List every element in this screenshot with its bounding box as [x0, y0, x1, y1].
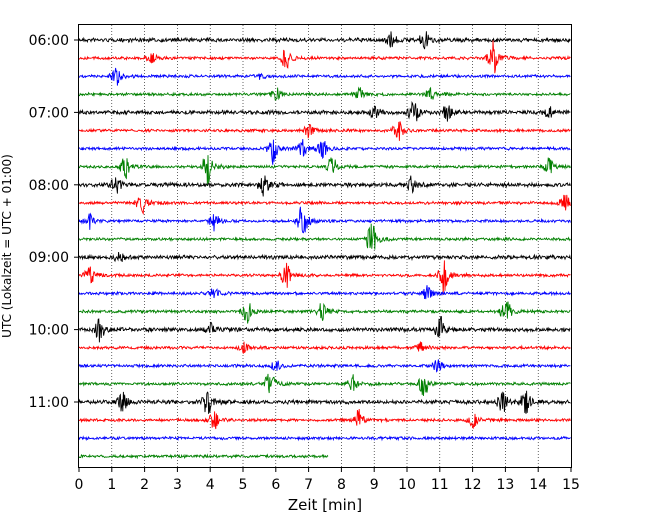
x-tick-label: 10 [398, 477, 416, 493]
trace-line [78, 67, 571, 86]
y-tick-label: 06:00 [29, 33, 69, 49]
trace-line [78, 435, 571, 442]
trace-line [78, 251, 571, 263]
x-tick-label: 6 [271, 477, 280, 493]
x-tick-label: 5 [239, 477, 248, 493]
trace-line [78, 40, 571, 74]
y-tick-label: 10:00 [29, 323, 69, 339]
trace-line [78, 175, 571, 197]
x-tick-label: 4 [206, 477, 215, 493]
trace-line [78, 86, 571, 101]
trace-line [78, 101, 571, 122]
trace-line [78, 260, 571, 295]
trace-line [78, 453, 329, 460]
plot-frame [78, 24, 572, 468]
x-tick-label: 1 [107, 477, 116, 493]
trace-line [78, 301, 571, 324]
trace-line [78, 121, 571, 141]
y-tick-label: 08:00 [29, 178, 69, 194]
trace-line [78, 155, 571, 187]
trace-line [78, 285, 571, 300]
x-tick-label: 2 [140, 477, 149, 493]
trace-line [78, 390, 571, 414]
x-tick-label: 9 [370, 477, 379, 493]
trace-group [78, 31, 571, 460]
trace-line [78, 139, 571, 165]
x-tick-label: 14 [529, 477, 547, 493]
y-tick-label: 11:00 [29, 395, 69, 411]
y-tick-label: 09:00 [29, 250, 69, 266]
x-tick-label: 7 [304, 477, 313, 493]
y-tick-label: 07:00 [29, 105, 69, 121]
x-tick-label: 13 [496, 477, 514, 493]
trace-line [78, 223, 571, 250]
trace-line [78, 316, 571, 343]
x-tick-label: 15 [562, 477, 580, 493]
x-tick-label: 12 [464, 477, 482, 493]
trace-line [78, 373, 571, 397]
trace-line [78, 206, 571, 234]
trace-line [78, 359, 571, 373]
y-axis-label: UTC (Lokalzeit = UTC + 01:00) [0, 154, 14, 338]
x-tick-label: 8 [337, 477, 346, 493]
trace-line [78, 31, 571, 50]
x-tick-label: 3 [173, 477, 182, 493]
trace-line [78, 341, 571, 354]
x-axis-ticks: 0 1 2 3 4 5 6 7 8 9 10 11 12 13 14 15 [75, 468, 580, 493]
x-tick-label: 11 [431, 477, 449, 493]
trace-line [78, 408, 571, 430]
x-axis-label: Zeit [min] [288, 496, 362, 514]
x-tick-label: 0 [75, 477, 84, 493]
y-axis-ticks: 06:00 07:00 08:00 09:00 10:00 11:00 [29, 33, 79, 411]
trace-line [78, 194, 571, 216]
